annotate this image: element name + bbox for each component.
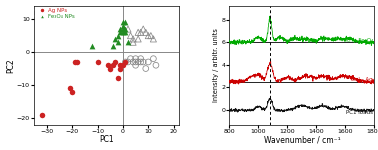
Text: PC1 loads: PC1 loads — [346, 110, 373, 115]
Point — [117, 64, 123, 66]
Y-axis label: PC2: PC2 — [6, 58, 15, 73]
Text: ctrl - Fe₃O₄: ctrl - Fe₃O₄ — [344, 38, 373, 43]
Point — [140, 28, 146, 30]
Point — [122, 28, 129, 30]
Point — [125, 41, 131, 43]
Point — [67, 87, 73, 90]
Point — [117, 28, 123, 30]
Point — [107, 67, 113, 70]
Point — [117, 31, 123, 34]
Point — [120, 28, 126, 30]
Point — [140, 61, 146, 63]
Point — [115, 77, 121, 80]
Point — [120, 31, 126, 34]
Point — [110, 44, 116, 47]
Point — [150, 38, 156, 40]
Point — [115, 41, 121, 43]
Point — [150, 57, 156, 60]
Point — [74, 61, 80, 63]
X-axis label: PC1: PC1 — [99, 135, 114, 144]
Point — [125, 61, 131, 63]
Point — [112, 38, 118, 40]
Point — [105, 64, 111, 66]
Point — [72, 61, 78, 63]
Point — [148, 34, 154, 37]
Point — [138, 57, 144, 60]
Point — [115, 34, 121, 37]
Point — [110, 64, 116, 66]
Point — [135, 31, 141, 34]
Point — [133, 61, 139, 63]
Point — [69, 90, 75, 93]
Point — [127, 57, 133, 60]
Point — [120, 21, 126, 24]
Point — [143, 31, 149, 34]
Point — [138, 31, 144, 34]
X-axis label: Wavenumber / cm⁻¹: Wavenumber / cm⁻¹ — [263, 135, 340, 144]
Point — [125, 28, 131, 30]
Point — [130, 41, 136, 43]
Point — [130, 61, 136, 63]
Legend: Ag NPs, Fe₃O₄ NPs: Ag NPs, Fe₃O₄ NPs — [35, 7, 76, 20]
Text: ctrl - Ag: ctrl - Ag — [351, 77, 373, 82]
Point — [143, 67, 149, 70]
Point — [39, 113, 45, 116]
Point — [122, 21, 129, 24]
Point — [153, 64, 159, 66]
Point — [117, 67, 123, 70]
Point — [138, 61, 144, 63]
Point — [90, 44, 96, 47]
Point — [130, 38, 136, 40]
Point — [122, 61, 129, 63]
Point — [135, 38, 141, 40]
Point — [94, 61, 101, 63]
Point — [145, 61, 151, 63]
Point — [133, 57, 139, 60]
Y-axis label: Intensity / arbitr. units: Intensity / arbitr. units — [212, 28, 218, 102]
Point — [145, 34, 151, 37]
Point — [120, 64, 126, 66]
Point — [122, 61, 129, 63]
Point — [120, 25, 126, 27]
Point — [135, 61, 141, 63]
Point — [112, 61, 118, 63]
Point — [133, 64, 139, 66]
Point — [122, 31, 129, 34]
Point — [127, 34, 133, 37]
